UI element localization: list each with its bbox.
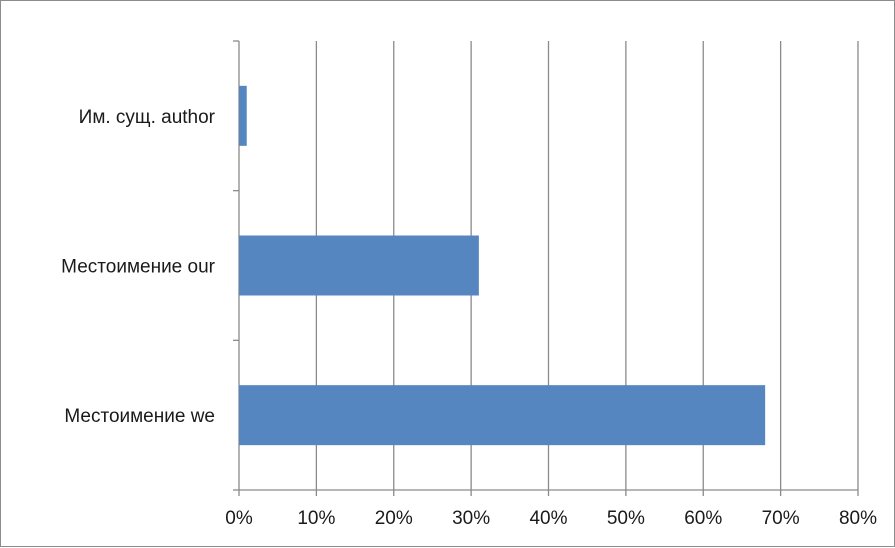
x-tick-label: 10% — [297, 508, 335, 529]
x-tick-label: 40% — [529, 508, 567, 529]
x-tick-labels: 0% 10% 20% 30% 40% 50% 60% 70% 80% — [225, 508, 877, 529]
bar — [239, 385, 766, 446]
x-tick-label: 70% — [762, 508, 800, 529]
x-tick-label: 80% — [839, 508, 877, 529]
x-tick-label: 30% — [452, 508, 490, 529]
bar — [239, 235, 479, 296]
category-labels: Им. сущ. author Местоимение our Местоимени… — [61, 107, 215, 427]
bars — [239, 85, 766, 446]
x-tick-label: 0% — [225, 508, 253, 529]
category-label: Местоимение our — [61, 257, 215, 278]
x-tick-label: 60% — [684, 508, 722, 529]
category-label: Местоимение we — [64, 406, 215, 427]
category-label: Им. сущ. author — [79, 107, 216, 128]
x-tick-label: 50% — [607, 508, 645, 529]
x-tick-label: 20% — [375, 508, 413, 529]
bar — [239, 85, 247, 146]
